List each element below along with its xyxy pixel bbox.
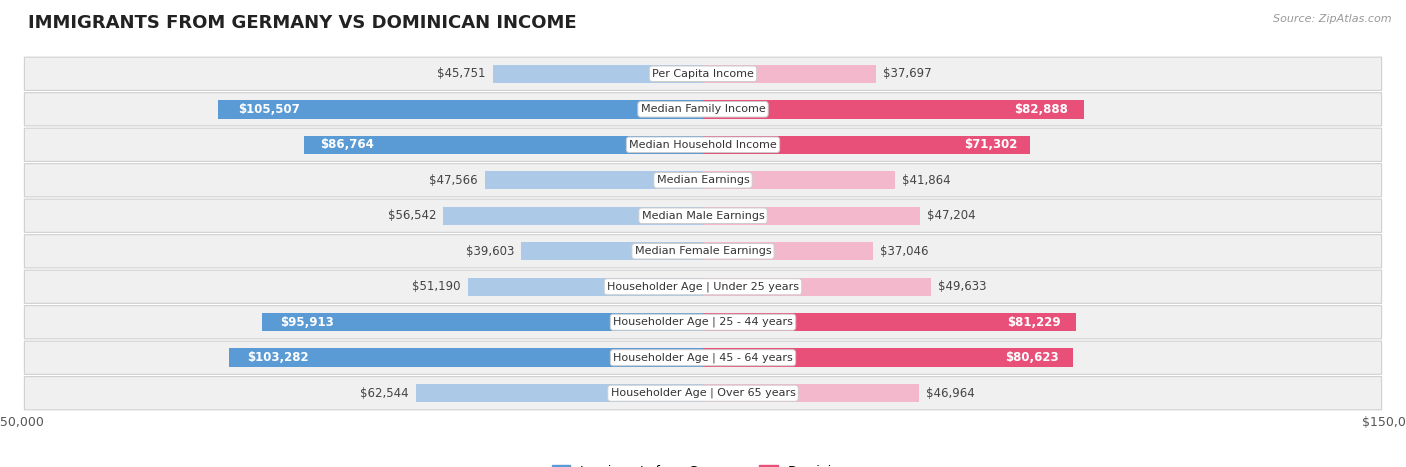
FancyBboxPatch shape (24, 376, 1382, 410)
FancyBboxPatch shape (24, 163, 1382, 197)
Text: $37,697: $37,697 (883, 67, 932, 80)
FancyBboxPatch shape (24, 234, 1382, 268)
Bar (703, 206, 920, 225)
FancyBboxPatch shape (24, 199, 1382, 233)
Bar (468, 277, 703, 296)
Text: $56,542: $56,542 (388, 209, 436, 222)
Text: $62,544: $62,544 (360, 387, 409, 400)
Bar (703, 277, 931, 296)
Text: $45,751: $45,751 (437, 67, 486, 80)
Bar (263, 313, 703, 332)
FancyBboxPatch shape (24, 305, 1382, 339)
Bar (703, 313, 1076, 332)
Text: $86,764: $86,764 (321, 138, 374, 151)
Legend: Immigrants from Germany, Dominican: Immigrants from Germany, Dominican (547, 460, 859, 467)
Bar (703, 100, 1084, 119)
Bar (703, 64, 876, 83)
Bar (494, 64, 703, 83)
FancyBboxPatch shape (24, 57, 1382, 91)
FancyBboxPatch shape (24, 341, 1382, 375)
Text: Median Household Income: Median Household Income (628, 140, 778, 150)
Text: $81,229: $81,229 (1008, 316, 1062, 329)
Text: IMMIGRANTS FROM GERMANY VS DOMINICAN INCOME: IMMIGRANTS FROM GERMANY VS DOMINICAN INC… (28, 14, 576, 32)
Text: $47,566: $47,566 (429, 174, 478, 187)
Text: $41,864: $41,864 (903, 174, 950, 187)
FancyBboxPatch shape (24, 270, 1382, 304)
Text: Source: ZipAtlas.com: Source: ZipAtlas.com (1274, 14, 1392, 24)
Text: Householder Age | Over 65 years: Householder Age | Over 65 years (610, 388, 796, 398)
FancyBboxPatch shape (24, 92, 1382, 126)
Bar (218, 100, 703, 119)
Text: Median Male Earnings: Median Male Earnings (641, 211, 765, 221)
Text: $37,046: $37,046 (880, 245, 928, 258)
Text: Median Family Income: Median Family Income (641, 104, 765, 114)
Bar (485, 171, 703, 190)
Bar (703, 135, 1031, 154)
Bar (229, 348, 703, 367)
Text: $103,282: $103,282 (247, 351, 309, 364)
Bar (522, 242, 703, 261)
Bar (416, 384, 703, 403)
Text: Median Earnings: Median Earnings (657, 175, 749, 185)
Text: Per Capita Income: Per Capita Income (652, 69, 754, 79)
Bar (443, 206, 703, 225)
Bar (703, 242, 873, 261)
Text: $39,603: $39,603 (465, 245, 515, 258)
Text: Householder Age | Under 25 years: Householder Age | Under 25 years (607, 282, 799, 292)
Text: Householder Age | 45 - 64 years: Householder Age | 45 - 64 years (613, 353, 793, 363)
Text: Median Female Earnings: Median Female Earnings (634, 246, 772, 256)
Text: $47,204: $47,204 (927, 209, 976, 222)
Text: $80,623: $80,623 (1005, 351, 1059, 364)
Bar (703, 171, 896, 190)
Text: Householder Age | 25 - 44 years: Householder Age | 25 - 44 years (613, 317, 793, 327)
Bar (703, 348, 1073, 367)
Text: $71,302: $71,302 (965, 138, 1018, 151)
Bar (703, 384, 918, 403)
Text: $95,913: $95,913 (280, 316, 333, 329)
Text: $49,633: $49,633 (938, 280, 987, 293)
Text: $105,507: $105,507 (238, 103, 299, 116)
Text: $82,888: $82,888 (1015, 103, 1069, 116)
Text: $46,964: $46,964 (925, 387, 974, 400)
Text: $51,190: $51,190 (412, 280, 461, 293)
FancyBboxPatch shape (24, 128, 1382, 162)
Bar (305, 135, 703, 154)
